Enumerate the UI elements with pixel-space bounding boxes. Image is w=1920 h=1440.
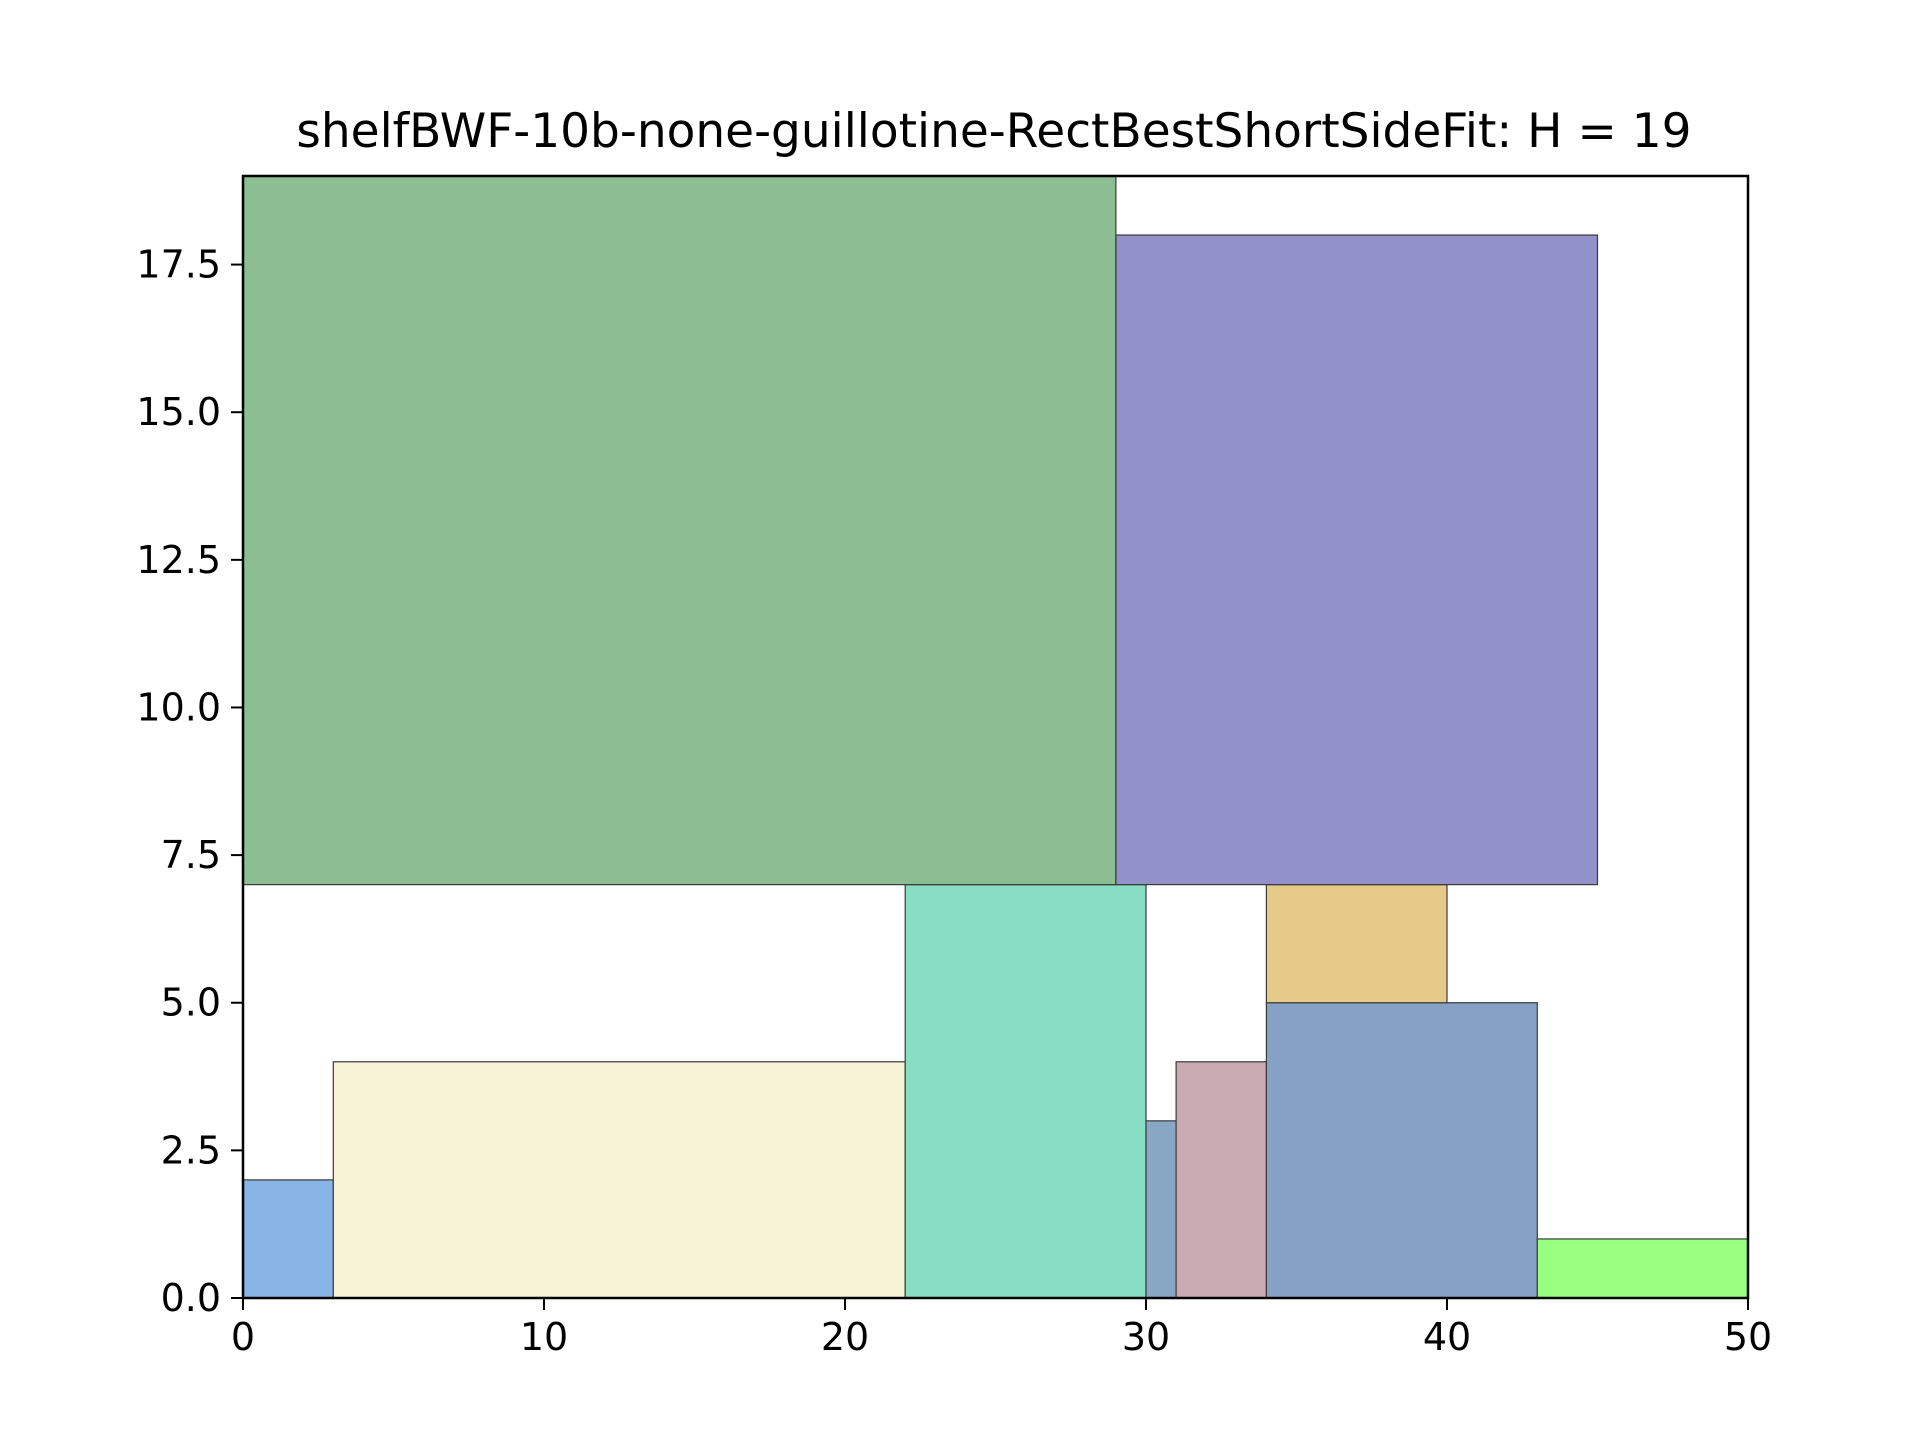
packed-rect-10 (1115, 234, 1599, 886)
y-tick-label: 15.0 (136, 390, 221, 434)
chart-title: shelfBWF-10b-none-guillotine-RectBestSho… (296, 104, 1691, 159)
packed-rect-1 (242, 1179, 334, 1299)
y-tick-label: 7.5 (161, 833, 221, 877)
plot-frame (241, 174, 1750, 1300)
packed-rect-6 (1265, 1002, 1538, 1299)
x-tick-label: 20 (821, 1315, 869, 1359)
y-tick-label: 0.0 (161, 1276, 221, 1320)
packed-rect-4 (1145, 1120, 1177, 1299)
x-axis: 0 10 20 30 40 50 (231, 1298, 1772, 1359)
y-axis: 0.0 2.5 5.0 7.5 10.0 12.5 15.0 17.5 (136, 243, 243, 1320)
x-tick-label: 50 (1724, 1315, 1772, 1359)
x-tick-label: 40 (1423, 1315, 1471, 1359)
y-tick-label: 2.5 (161, 1128, 221, 1172)
x-tick-label: 10 (520, 1315, 568, 1359)
packed-rect-9 (242, 175, 1117, 886)
packed-rect-8 (1265, 884, 1448, 1004)
packed-rect-7 (1536, 1238, 1749, 1299)
y-tick-label: 10.0 (136, 685, 221, 729)
rectangles-layer (242, 175, 1749, 1299)
packed-rect-3 (904, 884, 1147, 1299)
y-tick-label: 5.0 (161, 981, 221, 1025)
y-tick-label: 17.5 (136, 243, 221, 287)
packed-rect-2 (332, 1061, 906, 1299)
x-tick-label: 30 (1122, 1315, 1170, 1359)
packed-rect-5 (1175, 1061, 1267, 1299)
y-tick-label: 12.5 (136, 538, 221, 582)
x-tick-label: 0 (231, 1315, 255, 1359)
